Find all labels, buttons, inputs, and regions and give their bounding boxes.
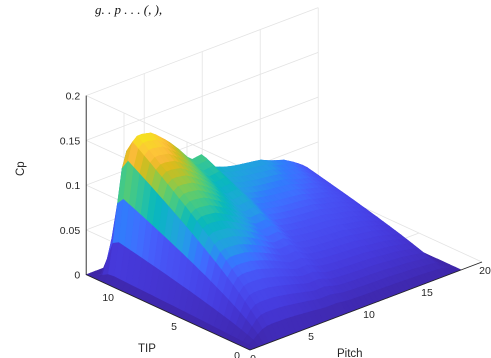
x-tick-label: 5	[308, 331, 314, 343]
y-axis-label: TIP	[138, 343, 156, 355]
z-tick-label: 0.1	[66, 180, 81, 192]
z-tick-label: 0.05	[60, 225, 81, 237]
z-tick-label: 0.2	[66, 91, 81, 103]
x-tick-label: 20	[479, 265, 491, 277]
y-tick-label: 5	[171, 321, 177, 333]
z-tick-label: 0.15	[60, 135, 81, 147]
surface-plot	[85, 132, 462, 351]
tick-labels: 0 5 10 15 20 0 5 10 0 0.05 0.1 0.15 0.2	[60, 91, 491, 358]
x-axis-line	[249, 261, 483, 351]
caption-fragment: g. . p . . . (, ),	[95, 2, 162, 17]
x-tick-label: 0	[250, 353, 256, 358]
y-axis-line	[86, 274, 251, 351]
axes	[85, 95, 483, 351]
gridline-z	[86, 95, 251, 172]
y-tick-label: 0	[234, 350, 240, 358]
y-tick-label: 10	[102, 292, 114, 304]
x-tick-label: 10	[363, 309, 375, 321]
x-tick-label: 15	[421, 287, 433, 299]
z-tick-label: 0	[74, 270, 80, 282]
x-axis-label: Pitch	[337, 348, 363, 358]
z-axis-label: Cp	[15, 161, 27, 176]
